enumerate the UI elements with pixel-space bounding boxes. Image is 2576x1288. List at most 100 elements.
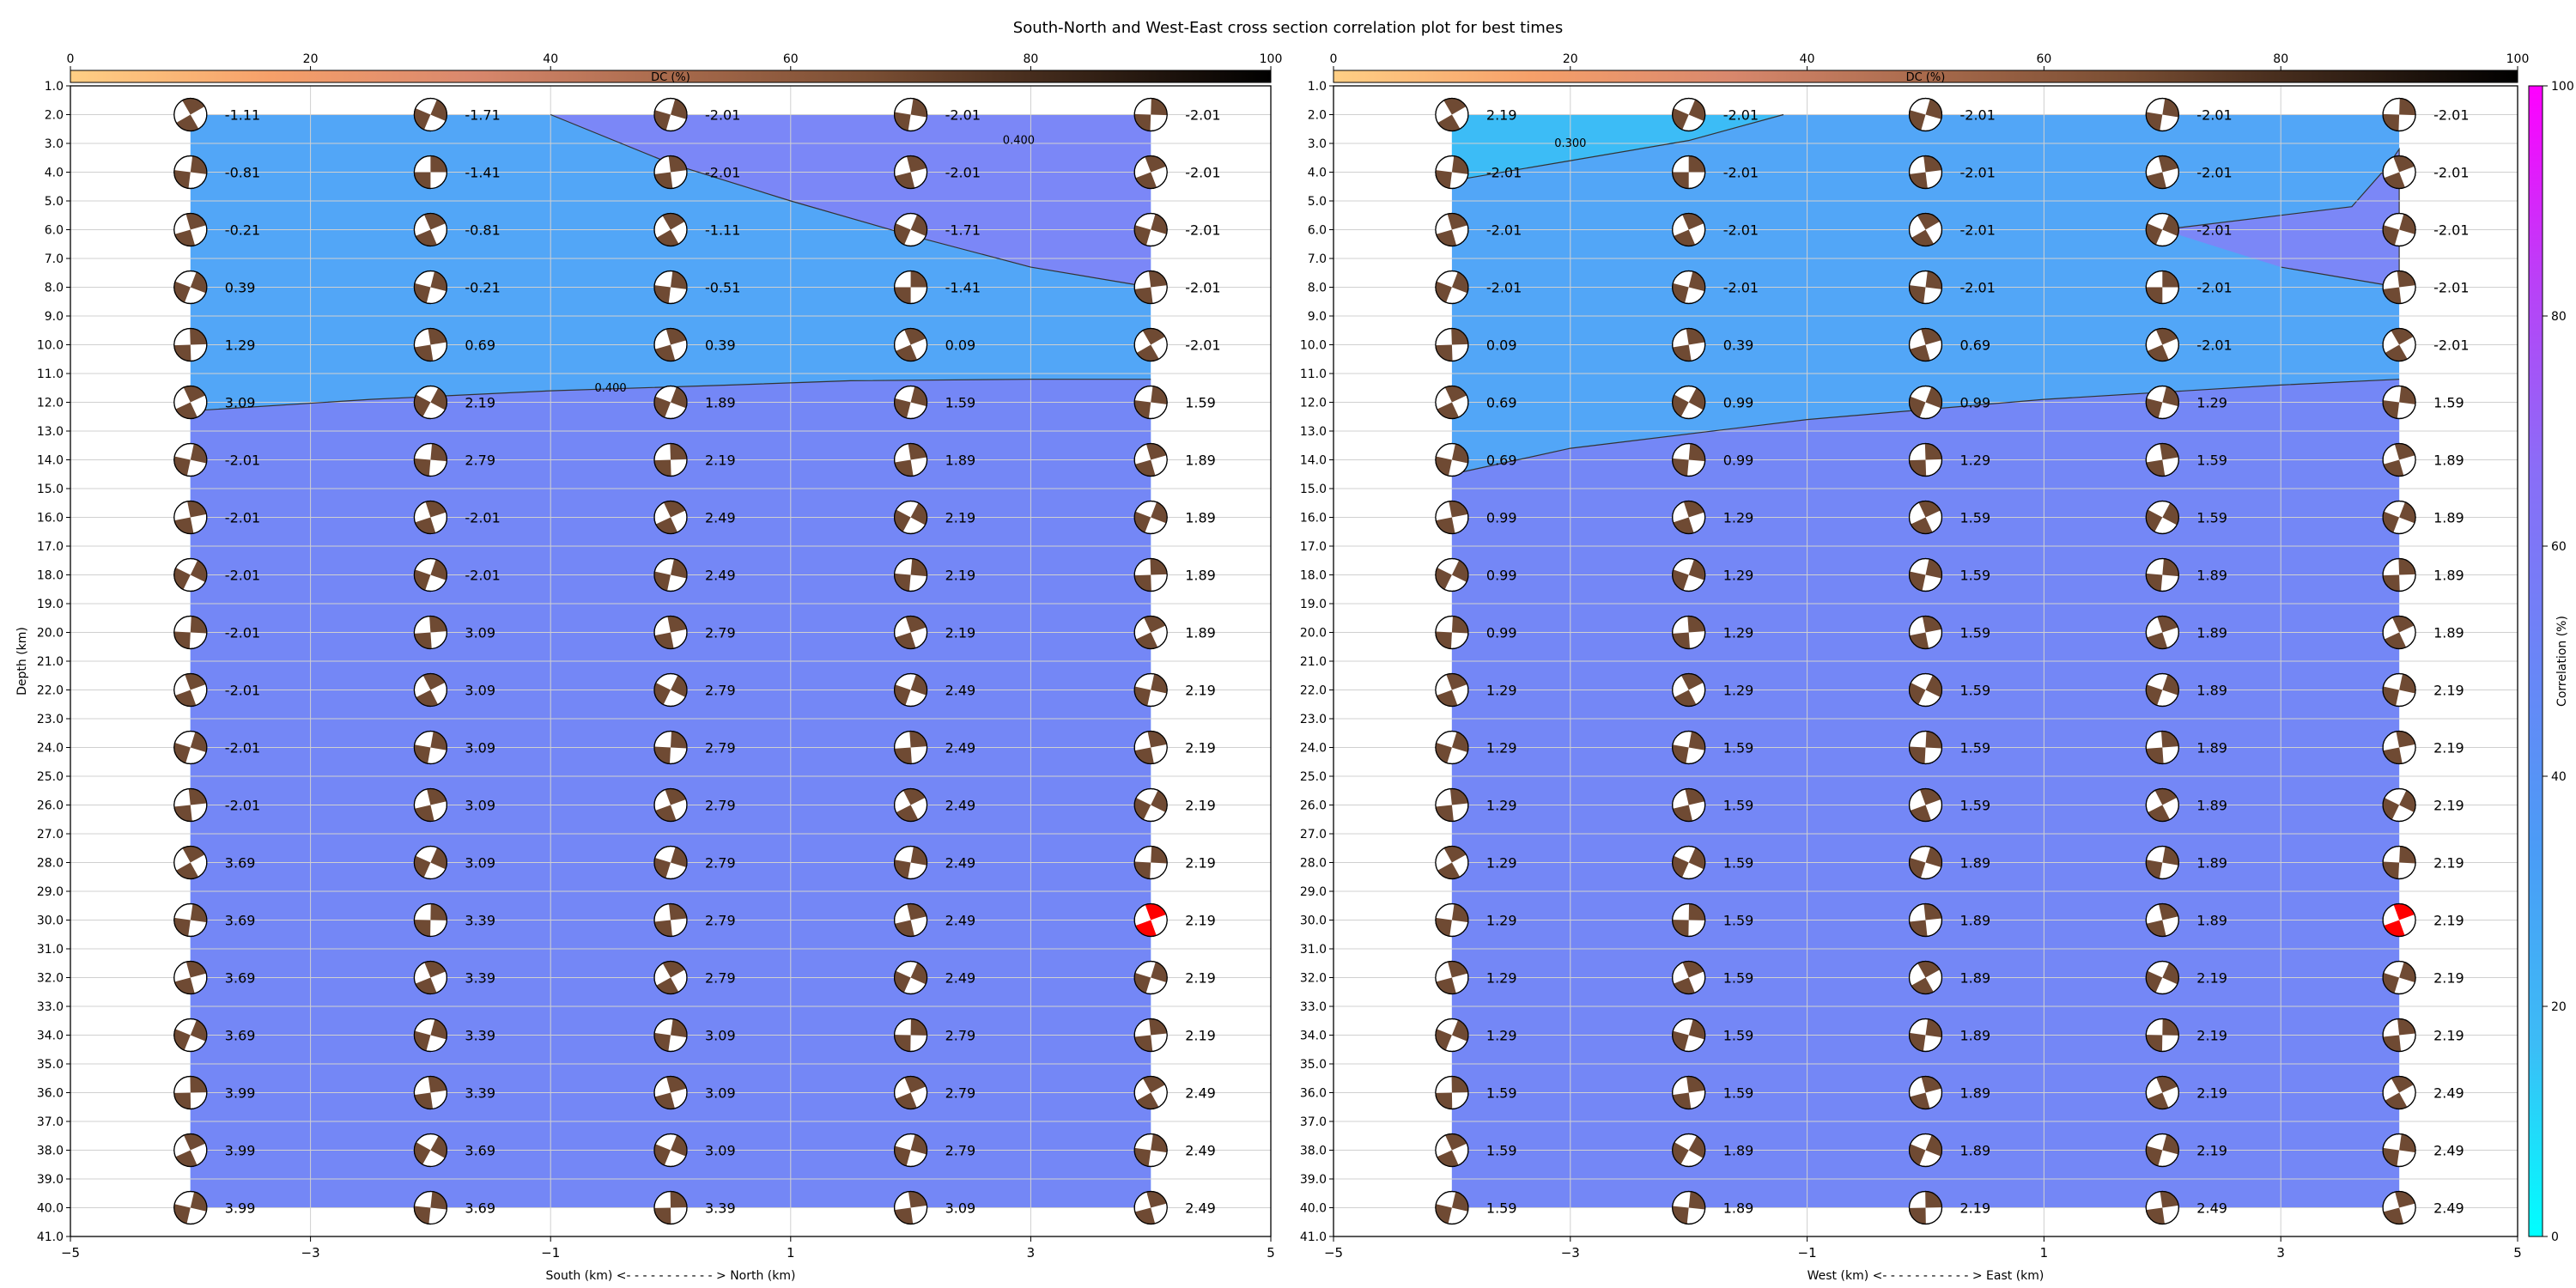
beachball-quadrant — [1151, 501, 1168, 524]
cell-value: 1.89 — [2196, 683, 2227, 699]
cell-value: 1.89 — [2196, 625, 2227, 641]
cell-value: -2.01 — [225, 510, 260, 526]
beachball-outline — [653, 1075, 688, 1110]
beachball — [1672, 960, 1706, 995]
beachball — [1672, 845, 1706, 880]
beachball-quadrant — [2156, 1076, 2178, 1093]
beachball-outline — [1908, 1075, 1943, 1110]
beachball-outline — [1435, 672, 1469, 708]
beachball-quadrant — [654, 172, 673, 189]
beachball-quadrant — [2147, 344, 2169, 361]
y-tick-label: 11.0 — [1300, 368, 1327, 381]
cell-value: -2.01 — [465, 568, 500, 584]
beachball-quadrant — [430, 848, 447, 870]
beachball-quadrant — [1437, 114, 1461, 131]
cell-value: 3.09 — [705, 1143, 736, 1159]
beachball — [2145, 442, 2179, 477]
beachball — [173, 787, 208, 823]
cell-value: 3.99 — [225, 1200, 256, 1217]
beachball — [2382, 902, 2416, 938]
beachball-outline — [1133, 212, 1168, 247]
beachball-quadrant — [895, 1092, 917, 1109]
cell-value: 1.29 — [1486, 913, 1517, 929]
cell-value: 3.99 — [225, 1085, 256, 1102]
cell-value: 2.19 — [2433, 798, 2464, 814]
beachball-quadrant — [1672, 920, 1689, 937]
beachball-quadrant — [2383, 1035, 2402, 1052]
beachball — [893, 730, 928, 765]
beachball-outline — [1908, 730, 1943, 765]
cell-value: 1.89 — [2196, 798, 2227, 814]
beachball — [1908, 212, 1943, 247]
cell-value: -2.01 — [1960, 165, 1996, 181]
beachball — [1133, 730, 1168, 765]
x-tick-label: 3 — [1027, 1245, 1036, 1261]
cell-value: -2.01 — [1185, 222, 1220, 239]
cell-value: 3.39 — [705, 1200, 736, 1217]
beachball-quadrant — [1449, 788, 1468, 805]
beachball — [2145, 960, 2179, 995]
beachball — [653, 787, 688, 823]
beachball-quadrant — [1451, 1019, 1468, 1042]
beachball-quadrant — [190, 616, 207, 634]
beachball-quadrant — [2383, 798, 2400, 820]
beachball — [413, 845, 447, 880]
beachball — [893, 845, 928, 880]
beachball-outline — [2382, 730, 2416, 765]
figure-title: South-North and West-East cross section … — [1013, 19, 1563, 37]
beachball — [1908, 385, 1943, 420]
beachball-outline — [1435, 615, 1469, 650]
cell-value: -0.21 — [465, 280, 500, 296]
beachball-quadrant — [1925, 1134, 1942, 1157]
beachball-outline — [1672, 270, 1706, 305]
cell-value: 2.19 — [2433, 970, 2464, 987]
beachball — [893, 902, 928, 938]
beachball-outline — [653, 442, 688, 477]
beachball-quadrant — [2384, 172, 2405, 189]
cell-value: -2.01 — [1960, 222, 1996, 239]
y-tick-label: 7.0 — [1308, 252, 1327, 266]
cell-value: -2.01 — [1185, 165, 1220, 181]
beachball-quadrant — [671, 731, 687, 749]
beachball — [2382, 672, 2416, 708]
beachball-outline — [413, 787, 447, 823]
y-tick-label: 13.0 — [37, 425, 64, 439]
beachball — [173, 557, 208, 592]
cell-value: 0.99 — [1723, 395, 1754, 411]
beachball — [653, 1133, 688, 1168]
cell-value: 2.19 — [1185, 1028, 1216, 1044]
beachball-quadrant — [1151, 790, 1168, 812]
cell-value: 2.19 — [705, 453, 736, 469]
beachball-quadrant — [1449, 501, 1468, 518]
beachball-outline — [1435, 155, 1469, 190]
beachball-outline — [413, 1190, 447, 1225]
beachball-quadrant — [2385, 1092, 2408, 1109]
cell-value: 1.59 — [1960, 740, 1991, 756]
beachball — [413, 960, 447, 995]
beachball-quadrant — [667, 616, 687, 633]
beachball-outline — [2145, 385, 2179, 420]
cell-value: 2.19 — [465, 395, 495, 411]
beachball-quadrant — [1134, 400, 1151, 419]
beachball-quadrant — [1674, 977, 1695, 994]
cell-value: -2.01 — [2433, 337, 2469, 354]
beachball-quadrant — [1150, 558, 1168, 575]
beachball-outline — [1908, 270, 1943, 305]
cell-value: 1.29 — [2196, 395, 2227, 411]
cell-value: 2.19 — [2196, 970, 2227, 987]
beachball-outline — [413, 155, 447, 190]
y-tick-label: 14.0 — [1300, 454, 1327, 468]
beachball-outline — [2382, 1133, 2416, 1168]
beachball-quadrant — [1674, 229, 1696, 246]
beachball — [1435, 902, 1469, 938]
beachball-outline — [2382, 960, 2416, 995]
beachball-quadrant — [2162, 963, 2179, 985]
contour-line — [550, 113, 1151, 289]
beachball-quadrant — [2146, 860, 2163, 879]
beachball-outline — [173, 615, 208, 650]
beachball-outline — [1435, 960, 1469, 995]
dc-tick-label: 100 — [1260, 52, 1283, 66]
beachball-quadrant — [173, 805, 192, 822]
beachball-quadrant — [414, 344, 434, 361]
